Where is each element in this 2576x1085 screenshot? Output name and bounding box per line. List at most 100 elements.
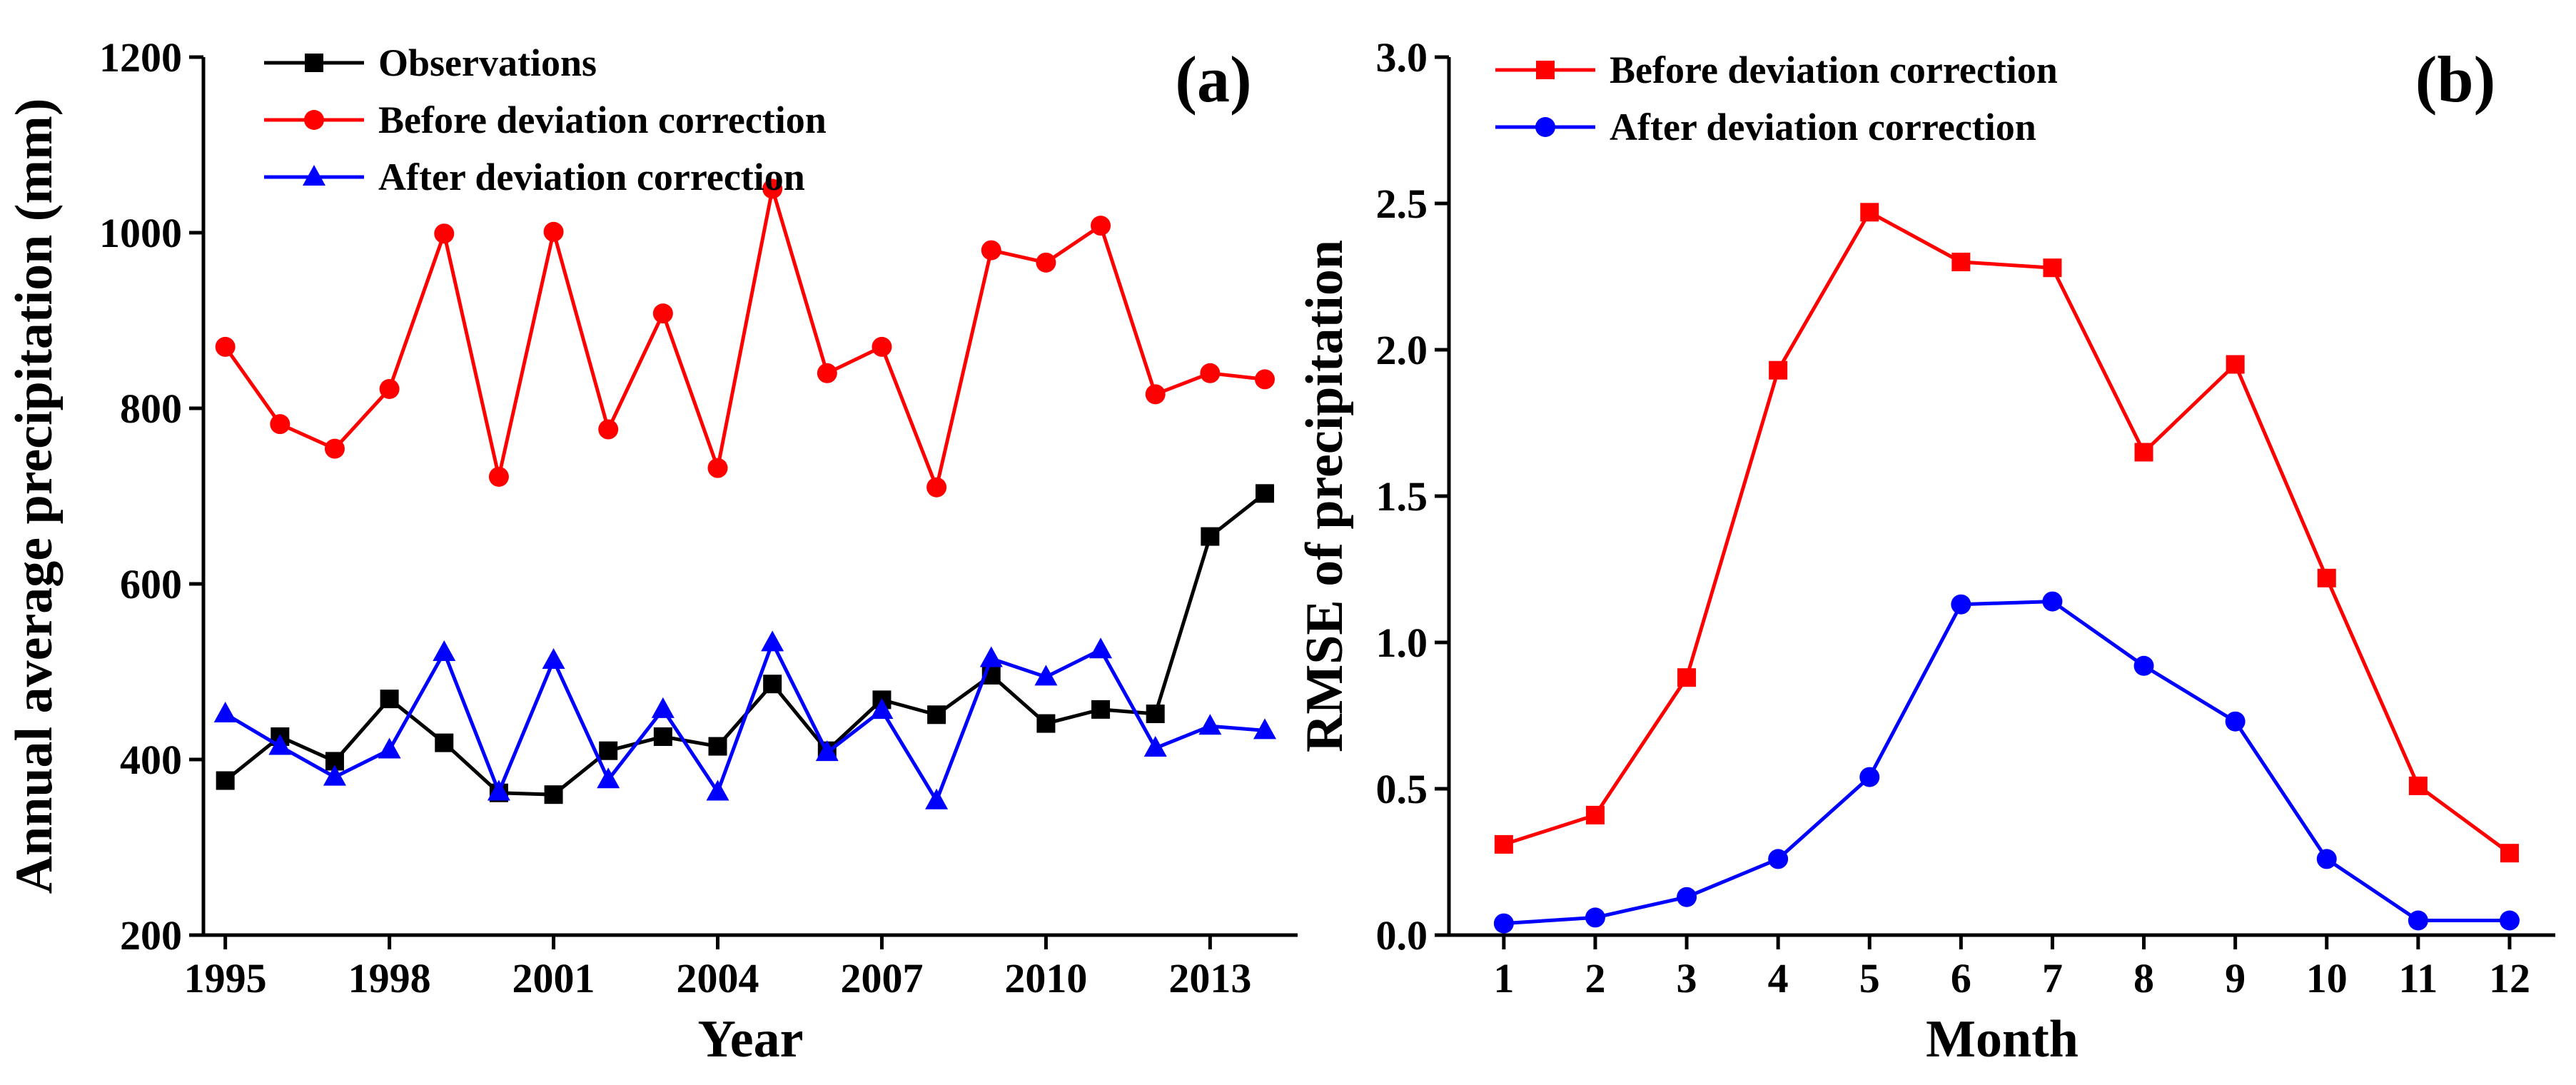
y-axis-title: RMSE of precipitation [1295, 240, 1354, 752]
y-tick-label: 1.5 [1376, 473, 1428, 520]
series-line [223, 187, 1266, 490]
data-point [1201, 527, 1220, 546]
data-point [1198, 714, 1222, 735]
data-point [268, 734, 292, 755]
chart-panel-a: 200 400 600 800 1000 1200 1995 1998 2001 2004 2007… [5, 34, 1298, 1069]
data-point [1036, 252, 1056, 273]
data-point [2134, 443, 2153, 462]
data-point [2043, 258, 2062, 278]
legend-entry: Observations [264, 41, 597, 84]
y-axis-title: Annual average precipitation (mm) [5, 99, 64, 894]
legend-marker [303, 165, 325, 186]
data-point [2500, 844, 2519, 863]
data-point [543, 221, 564, 242]
series-after-deviation-correction [1493, 591, 2520, 934]
y-tick-label: 1200 [99, 34, 182, 81]
chart-panel-b: 0.00.51.01.52.02.53.01 2 3 4 5 6 7 8 9 10 11 12RMSE… [1295, 34, 2555, 1069]
legend-entry: Before deviation correction [264, 99, 827, 141]
data-point [544, 785, 563, 804]
x-axis-title: Year [698, 1010, 804, 1069]
series-line [224, 640, 1266, 803]
series-after-deviation-correction [213, 630, 1277, 809]
data-point [542, 648, 565, 670]
data-point [706, 779, 729, 801]
data-point [1768, 849, 1789, 869]
data-point [488, 466, 509, 487]
data-point [270, 414, 291, 435]
data-point [1951, 253, 1971, 271]
x-tick-label: 1998 [348, 955, 431, 1001]
data-point [2226, 355, 2245, 374]
series-line [224, 492, 1266, 797]
x-tick-label: 1 [1493, 955, 1514, 1001]
x-tick-label: 1995 [184, 955, 267, 1001]
series-before-deviation-correction [215, 178, 1276, 498]
data-point [1859, 767, 1880, 787]
data-point [215, 336, 236, 357]
data-point [762, 178, 783, 199]
data-point [599, 741, 618, 760]
data-point [981, 240, 1001, 261]
data-point [1091, 216, 1111, 236]
y-tick-label: 3.0 [1376, 34, 1428, 81]
data-point [1146, 705, 1165, 724]
legend-marker [1536, 61, 1555, 79]
data-point [653, 727, 672, 747]
data-point [2042, 591, 2063, 612]
panel-label: (a) [1175, 43, 1251, 116]
data-point [324, 438, 345, 459]
data-point [2225, 711, 2246, 732]
data-point [1255, 369, 1276, 390]
y-tick-label: 0.5 [1376, 766, 1428, 812]
data-point [433, 640, 456, 661]
data-point [434, 223, 455, 244]
x-tick-label: 12 [2489, 955, 2530, 1001]
x-tick-label: 4 [1768, 955, 1789, 1001]
panel-label: (b) [2415, 43, 2495, 116]
legend-label: Observations [378, 41, 597, 84]
x-tick-label: 10 [2306, 955, 2348, 1001]
data-point [213, 702, 237, 723]
data-point [927, 705, 946, 725]
x-axis-title: Month [1926, 1010, 2079, 1069]
x-tick-label: 3 [1677, 955, 1697, 1001]
data-point [2133, 655, 2154, 676]
data-point [652, 303, 673, 324]
legend-entry: Before deviation correction [1495, 49, 2058, 91]
legend-entry: After deviation correction [1495, 106, 2036, 148]
data-point [925, 788, 949, 809]
data-point [2408, 910, 2428, 931]
y-tick-label: 0.0 [1376, 912, 1428, 959]
data-point [817, 363, 837, 383]
legend-label: After deviation correction [1610, 106, 2036, 148]
y-tick-label: 1000 [99, 210, 182, 256]
data-point [2316, 849, 2337, 869]
data-point [1769, 360, 1788, 380]
legend-marker [304, 110, 324, 130]
data-point [926, 477, 947, 498]
y-tick-label: 1.0 [1376, 620, 1428, 666]
series-line [1503, 600, 2510, 926]
series-before-deviation-correction [1494, 203, 2519, 863]
data-point [1145, 384, 1166, 405]
data-point [872, 336, 892, 357]
y-tick-label: 400 [120, 737, 182, 783]
data-point [651, 697, 675, 718]
x-tick-label: 2010 [1004, 955, 1087, 1001]
data-point [815, 740, 839, 762]
data-point [1089, 637, 1113, 659]
axis-lines [1447, 57, 2555, 937]
x-tick-label: 5 [1859, 955, 1880, 1001]
data-point [979, 646, 1003, 667]
data-point [378, 737, 401, 759]
x-tick-label: 2013 [1168, 955, 1251, 1001]
y-tick-label: 600 [120, 561, 182, 607]
data-point [2499, 910, 2520, 931]
series-line [1503, 210, 2511, 855]
legend-entry: After deviation correction [264, 156, 805, 198]
data-point [1200, 363, 1221, 383]
data-point [1677, 887, 1697, 907]
x-tick-label: 2 [1585, 955, 1605, 1001]
legend-label: Before deviation correction [1610, 49, 2058, 91]
